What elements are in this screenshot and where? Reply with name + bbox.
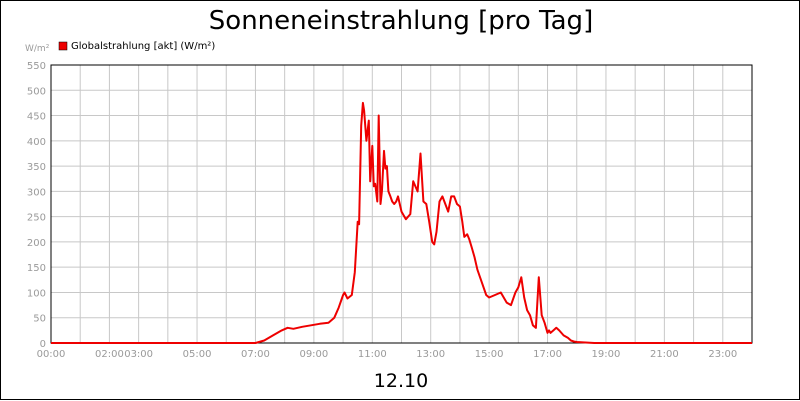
grid-lines — [51, 65, 752, 343]
y-tick-label: 350 — [27, 162, 46, 173]
y-tick-label: 50 — [33, 314, 46, 325]
x-tick-label: 21:00 — [650, 349, 679, 360]
x-axis-ticks: 00:00 02:00 03:00 05:00 07:00 09:00 11:00 13:00… — [37, 349, 738, 360]
y-tick-label: 550 — [27, 61, 46, 72]
y-axis-ticks: 0 50 100 150 200 250 300 350 400 450 500 550 — [27, 61, 46, 350]
y-tick-label: 400 — [27, 137, 46, 148]
x-tick-label: 00:00 — [37, 349, 66, 360]
y-tick-label: 100 — [27, 288, 46, 299]
legend-swatch — [58, 41, 68, 51]
x-tick-label: 05:00 — [183, 349, 212, 360]
x-axis-date-label: 12.10 — [374, 370, 428, 392]
x-tick-label: 09:00 — [299, 349, 328, 360]
x-tick-label: 11:00 — [358, 349, 387, 360]
x-tick-label: 23:00 — [708, 349, 737, 360]
x-tick-label: 07:00 — [241, 349, 270, 360]
x-tick-label: 03:00 — [124, 349, 153, 360]
y-tick-label: 250 — [27, 213, 46, 224]
y-tick-label: 450 — [27, 112, 46, 123]
y-tick-label: 500 — [27, 86, 46, 97]
plot-area-border — [50, 64, 753, 344]
x-tick-label: 02:00 — [95, 349, 124, 360]
x-tick-label: 17:00 — [533, 349, 562, 360]
y-axis-unit-label: W/m² — [25, 44, 50, 54]
x-tick-label: 19:00 — [592, 349, 621, 360]
y-tick-label: 0 — [40, 339, 46, 350]
y-tick-label: 300 — [27, 187, 46, 198]
x-tick-label: 15:00 — [475, 349, 504, 360]
series-line-globalstrahlung — [51, 101, 752, 344]
x-tick-label: 13:00 — [416, 349, 445, 360]
chart-title: Sonneneinstrahlung [pro Tag] — [209, 6, 593, 36]
legend-label: Globalstrahlung [akt] (W/m²) — [71, 41, 215, 52]
y-tick-label: 200 — [27, 238, 46, 249]
y-tick-label: 150 — [27, 263, 46, 274]
